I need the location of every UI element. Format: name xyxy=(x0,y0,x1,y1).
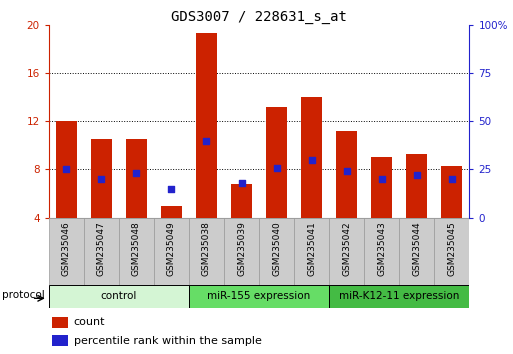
Text: percentile rank within the sample: percentile rank within the sample xyxy=(74,336,262,346)
Point xyxy=(378,176,386,182)
FancyBboxPatch shape xyxy=(329,218,364,285)
FancyBboxPatch shape xyxy=(435,218,469,285)
FancyBboxPatch shape xyxy=(224,218,259,285)
FancyBboxPatch shape xyxy=(119,218,154,285)
Bar xyxy=(406,154,427,218)
Point xyxy=(238,180,246,186)
Bar xyxy=(56,121,77,218)
Text: miR-K12-11 expression: miR-K12-11 expression xyxy=(339,291,460,302)
Bar xyxy=(371,158,392,218)
Text: control: control xyxy=(101,291,137,302)
Text: count: count xyxy=(74,318,105,327)
Bar xyxy=(196,33,217,218)
Bar xyxy=(441,166,462,218)
Text: GSM235047: GSM235047 xyxy=(97,221,106,276)
Point xyxy=(202,138,210,143)
Bar xyxy=(231,184,252,218)
Point xyxy=(412,172,421,178)
Point xyxy=(132,171,141,176)
Point xyxy=(62,167,70,172)
Text: GSM235049: GSM235049 xyxy=(167,221,176,276)
FancyBboxPatch shape xyxy=(49,285,189,308)
FancyBboxPatch shape xyxy=(49,218,84,285)
FancyBboxPatch shape xyxy=(259,218,294,285)
Text: miR-155 expression: miR-155 expression xyxy=(207,291,311,302)
Text: GSM235044: GSM235044 xyxy=(412,221,421,276)
Point xyxy=(97,176,105,182)
FancyBboxPatch shape xyxy=(399,218,435,285)
Text: GSM235041: GSM235041 xyxy=(307,221,316,276)
FancyBboxPatch shape xyxy=(52,335,68,346)
Text: GSM235043: GSM235043 xyxy=(377,221,386,276)
Point xyxy=(167,186,175,192)
FancyBboxPatch shape xyxy=(189,218,224,285)
Bar xyxy=(266,107,287,218)
Bar xyxy=(91,139,112,218)
Bar xyxy=(126,139,147,218)
Bar xyxy=(336,131,357,218)
Text: GSM235042: GSM235042 xyxy=(342,221,351,276)
Text: protocol: protocol xyxy=(3,290,45,299)
Text: GSM235045: GSM235045 xyxy=(447,221,457,276)
FancyBboxPatch shape xyxy=(84,218,119,285)
Point xyxy=(272,165,281,170)
Point xyxy=(448,176,456,182)
FancyBboxPatch shape xyxy=(329,285,469,308)
Text: GSM235038: GSM235038 xyxy=(202,221,211,276)
FancyBboxPatch shape xyxy=(364,218,399,285)
Point xyxy=(307,157,315,162)
Title: GDS3007 / 228631_s_at: GDS3007 / 228631_s_at xyxy=(171,10,347,24)
Bar xyxy=(301,97,322,218)
Text: GSM235048: GSM235048 xyxy=(132,221,141,276)
FancyBboxPatch shape xyxy=(294,218,329,285)
FancyBboxPatch shape xyxy=(154,218,189,285)
Text: GSM235046: GSM235046 xyxy=(62,221,71,276)
FancyBboxPatch shape xyxy=(189,285,329,308)
Point xyxy=(343,169,351,174)
Text: GSM235039: GSM235039 xyxy=(237,221,246,276)
FancyBboxPatch shape xyxy=(52,317,68,328)
Bar xyxy=(161,206,182,218)
Text: GSM235040: GSM235040 xyxy=(272,221,281,276)
